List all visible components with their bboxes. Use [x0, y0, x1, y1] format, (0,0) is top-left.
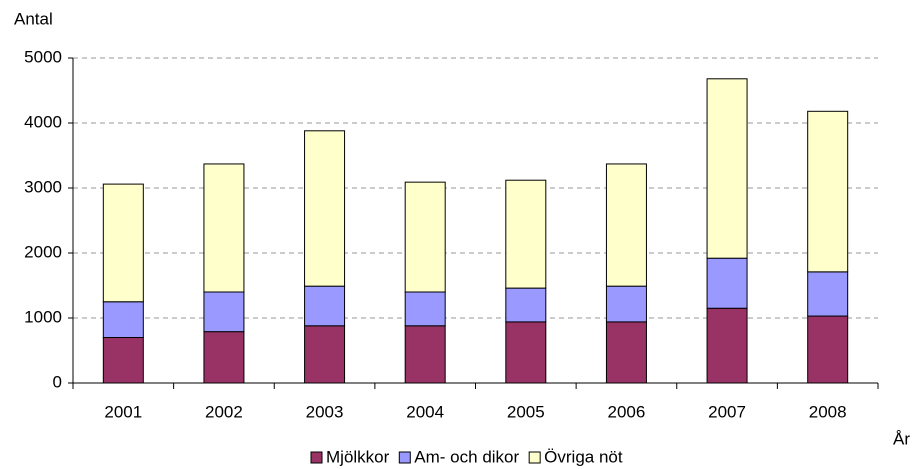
- bar-segment: [605, 163, 647, 287]
- bar-segment: [304, 285, 346, 327]
- bar-segment: [807, 271, 849, 317]
- bar-segment: [404, 181, 446, 293]
- bar-segment: [203, 291, 245, 333]
- bar-segment: [807, 315, 849, 384]
- legend-label: Mjölkkor: [326, 447, 390, 466]
- x-tick-label: 2002: [205, 402, 243, 421]
- bar-segment: [102, 301, 144, 338]
- bar-segment: [706, 78, 748, 259]
- bar-segment: [505, 179, 547, 289]
- bar-segment: [404, 325, 446, 384]
- legend-swatch: [310, 451, 323, 464]
- bar-segment: [706, 307, 748, 384]
- y-tick-label: 1000: [24, 307, 62, 326]
- bar-segment: [807, 110, 849, 273]
- bar-segment: [102, 183, 144, 303]
- x-tick-label: 2001: [104, 402, 142, 421]
- bar-segment: [304, 325, 346, 384]
- bar-segment: [304, 130, 346, 287]
- x-tick-label: 2005: [507, 402, 545, 421]
- y-tick-label: 2000: [24, 242, 62, 261]
- bar-segment: [404, 291, 446, 327]
- bar-segment: [505, 321, 547, 384]
- legend-label: Övriga nöt: [544, 447, 623, 466]
- bar-segment: [605, 321, 647, 384]
- x-tick-label: 2003: [306, 402, 344, 421]
- x-axis-label: År: [893, 429, 910, 448]
- legend-label: Am- och dikor: [414, 447, 519, 466]
- y-tick-label: 3000: [24, 177, 62, 196]
- x-tick-label: 2006: [608, 402, 646, 421]
- x-tick-label: 2004: [406, 402, 444, 421]
- legend-swatch: [398, 451, 411, 464]
- bar-segment: [605, 285, 647, 323]
- legend-swatch: [528, 451, 541, 464]
- x-tick-label: 2008: [809, 402, 847, 421]
- bar-segment: [706, 257, 748, 309]
- y-tick-label: 5000: [24, 47, 62, 66]
- bar-segment: [203, 163, 245, 293]
- y-tick-label: 0: [53, 372, 62, 391]
- y-tick-label: 4000: [24, 112, 62, 131]
- x-tick-label: 2007: [708, 402, 746, 421]
- bar-segment: [203, 331, 245, 384]
- bar-segment: [102, 337, 144, 384]
- bar-segment: [505, 287, 547, 323]
- y-axis-label: Antal: [14, 9, 53, 28]
